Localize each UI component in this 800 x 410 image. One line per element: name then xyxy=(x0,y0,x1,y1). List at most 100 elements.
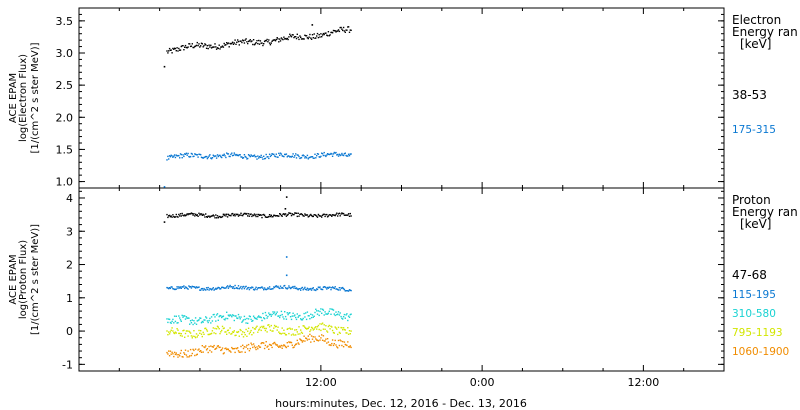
data-point xyxy=(326,338,329,340)
data-point xyxy=(200,45,202,47)
data-point xyxy=(244,334,246,336)
data-point xyxy=(323,151,325,154)
data-point xyxy=(331,308,333,310)
data-point xyxy=(309,156,311,159)
data-point xyxy=(249,155,251,158)
data-point xyxy=(277,345,279,347)
data-point xyxy=(200,350,202,352)
data-point xyxy=(204,156,206,158)
data-point xyxy=(226,213,228,215)
data-point xyxy=(216,345,219,347)
data-point xyxy=(224,213,226,216)
y-tick-label: 4 xyxy=(66,192,73,205)
data-point xyxy=(175,50,177,52)
data-point xyxy=(344,343,346,346)
data-point xyxy=(299,35,301,37)
data-point xyxy=(226,333,228,335)
data-point xyxy=(182,316,184,318)
data-point xyxy=(226,286,228,288)
data-point xyxy=(183,49,185,51)
data-point xyxy=(334,30,336,32)
data-point xyxy=(234,351,236,354)
data-point xyxy=(194,215,196,217)
data-point xyxy=(265,40,267,42)
data-point xyxy=(320,337,322,339)
data-point xyxy=(190,354,193,357)
data-point xyxy=(304,316,306,318)
data-point xyxy=(268,343,271,346)
data-point xyxy=(315,326,317,328)
data-point xyxy=(211,157,214,159)
data-point xyxy=(197,349,199,351)
data-point xyxy=(237,331,239,334)
data-point xyxy=(169,350,172,352)
data-point xyxy=(272,288,274,290)
data-point xyxy=(254,43,256,45)
data-point xyxy=(225,44,227,46)
data-point xyxy=(173,215,175,218)
data-point xyxy=(173,288,176,291)
data-point xyxy=(293,346,295,348)
data-point xyxy=(333,30,335,32)
data-point xyxy=(188,155,190,158)
data-point xyxy=(203,214,205,216)
data-point xyxy=(193,46,195,49)
data-point xyxy=(285,153,288,155)
data-point xyxy=(337,311,340,313)
data-point xyxy=(184,336,186,338)
data-point xyxy=(200,42,203,44)
data-point xyxy=(290,341,293,344)
data-point xyxy=(317,324,320,327)
data-point xyxy=(292,312,294,314)
data-point xyxy=(189,323,191,325)
data-point xyxy=(208,215,210,217)
data-point xyxy=(323,286,325,288)
data-point xyxy=(253,154,256,156)
data-point xyxy=(194,348,197,350)
data-point xyxy=(237,154,240,157)
legend-entry: 310-580 xyxy=(732,308,776,320)
data-point xyxy=(350,153,352,155)
data-point xyxy=(175,352,177,354)
data-point xyxy=(251,320,253,322)
data-point xyxy=(239,287,241,289)
data-point xyxy=(332,29,335,32)
data-point xyxy=(255,155,257,158)
data-point xyxy=(205,155,207,158)
data-point xyxy=(255,42,257,44)
data-point xyxy=(312,287,314,289)
data-point xyxy=(284,214,286,216)
data-point xyxy=(347,327,349,329)
data-point xyxy=(295,153,297,155)
data-point xyxy=(342,329,344,331)
data-point xyxy=(289,33,291,35)
data-point xyxy=(244,39,246,41)
data-point xyxy=(316,313,319,315)
data-point xyxy=(321,308,324,310)
data-point xyxy=(301,286,304,289)
data-point xyxy=(327,312,330,314)
data-point xyxy=(220,287,222,290)
data-point xyxy=(233,330,235,332)
data-point xyxy=(167,216,169,219)
data-point xyxy=(241,321,243,323)
data-point xyxy=(279,346,282,348)
data-point xyxy=(191,337,193,339)
data-point xyxy=(256,318,258,320)
data-point xyxy=(287,313,289,316)
data-point xyxy=(227,213,230,216)
data-point xyxy=(336,288,338,290)
data-point xyxy=(298,315,300,317)
data-point xyxy=(242,213,245,215)
data-point xyxy=(288,332,290,335)
data-point xyxy=(322,32,325,35)
data-point xyxy=(190,335,193,337)
data-point xyxy=(298,343,300,345)
data-point xyxy=(219,288,221,290)
y-tick-label: 3 xyxy=(66,225,73,238)
data-point xyxy=(314,153,316,155)
legend-title-line: Proton xyxy=(732,193,771,207)
data-point xyxy=(300,38,303,40)
data-point xyxy=(257,316,259,318)
data-point xyxy=(227,348,230,350)
